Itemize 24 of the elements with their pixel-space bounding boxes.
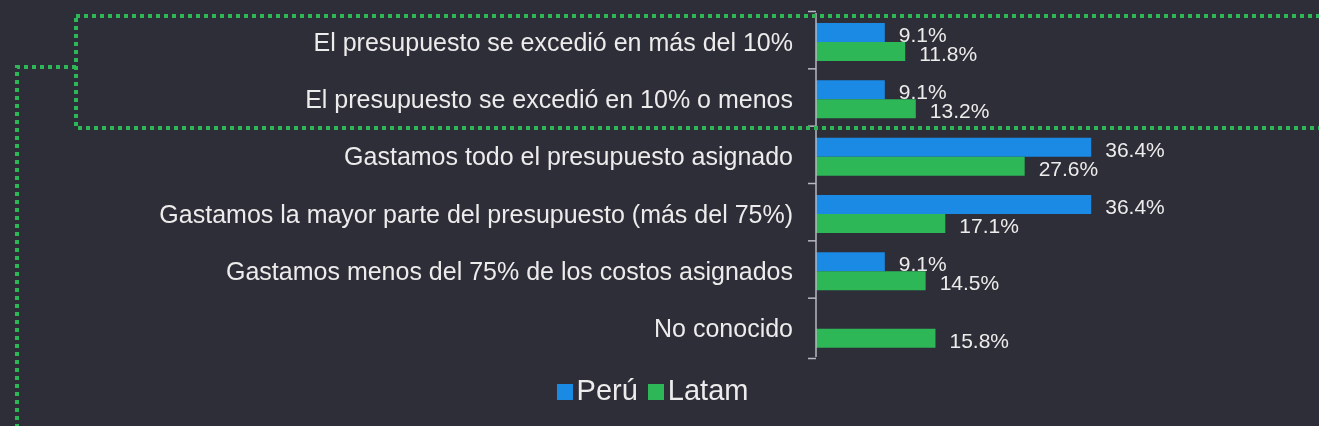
data-label: 27.6% xyxy=(1038,156,1099,180)
bar xyxy=(816,23,885,42)
bar xyxy=(816,214,946,233)
y-tick-label: El presupuesto se excedió en 10% o menos xyxy=(305,85,793,113)
legend-label: Latam xyxy=(667,374,749,406)
bar xyxy=(816,271,926,291)
data-label: 17.1% xyxy=(959,214,1019,237)
y-tick-label: Gastamos todo el presupuesto asignado xyxy=(344,142,793,171)
bar xyxy=(816,42,906,61)
bar xyxy=(816,137,1092,157)
y-tick-label: El presupuesto se excedió en más del 10% xyxy=(313,27,793,56)
y-tick-label: Gastamos menos del 75% de los costos asignados xyxy=(226,257,793,285)
data-label: 36.4% xyxy=(1105,195,1165,218)
bar xyxy=(816,328,936,348)
data-label: 15.8% xyxy=(949,328,1009,352)
bar xyxy=(816,252,885,272)
bar xyxy=(816,99,916,119)
bar xyxy=(816,156,1025,176)
data-label: 36.4% xyxy=(1105,137,1165,161)
bar xyxy=(816,195,1092,214)
bar xyxy=(816,80,885,100)
y-tick-label: Gastamos la mayor parte del presupuesto (más del 75%) xyxy=(159,199,793,228)
y-tick-label: No conocido xyxy=(654,314,793,343)
legend-label: Perú xyxy=(576,374,638,406)
